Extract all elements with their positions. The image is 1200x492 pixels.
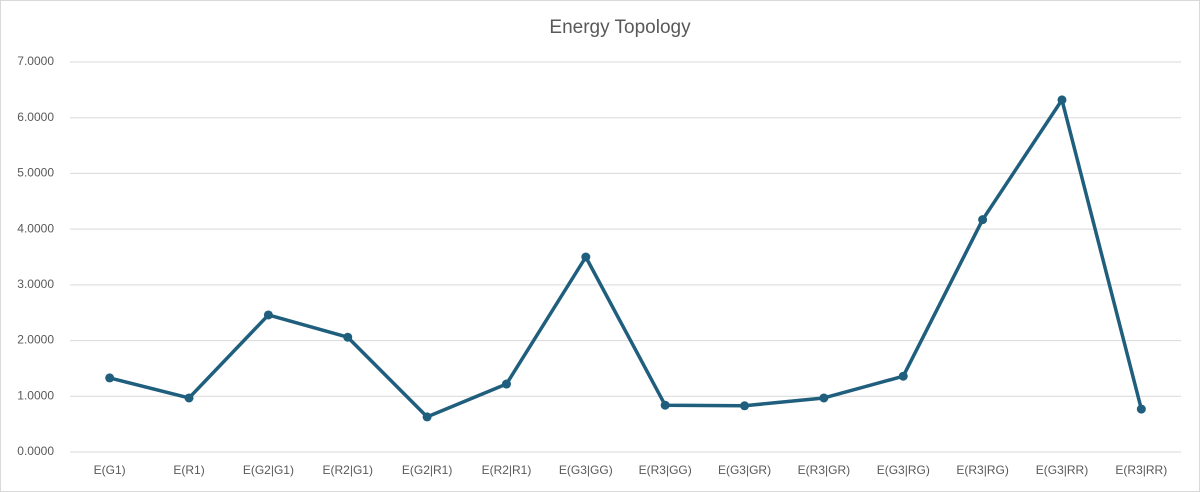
y-tick-label: 3.0000: [17, 277, 54, 291]
y-tick-label: 0.0000: [17, 444, 54, 458]
x-tick-label: E(G3|GR): [718, 463, 771, 477]
marker: [1136, 404, 1146, 414]
x-tick-label: E(G3|RG): [877, 463, 930, 477]
x-tick-label: E(R2|R1): [482, 463, 532, 477]
x-tick-label: E(G3|GG): [559, 463, 613, 477]
y-tick-label: 5.0000: [17, 166, 54, 180]
x-tick-label: E(R3|RR): [1115, 463, 1167, 477]
x-tick-label: E(R3|GR): [798, 463, 850, 477]
y-tick-label: 4.0000: [17, 221, 54, 235]
marker: [1057, 95, 1067, 105]
marker: [581, 252, 591, 262]
line: [109, 98, 1144, 419]
marker: [898, 371, 908, 381]
marker: [501, 379, 511, 389]
y-tick-label: 1.0000: [17, 388, 54, 402]
x-tick-label: E(G2|R1): [402, 463, 452, 477]
x-tick-label: E(G3|RR): [1036, 463, 1088, 477]
marker: [740, 401, 750, 411]
marker: [422, 412, 432, 422]
marker: [978, 215, 988, 225]
y-tick-label: 2.0000: [17, 333, 54, 347]
marker: [819, 393, 829, 403]
x-tick-label: E(G1): [94, 463, 126, 477]
x-tick-label: E(R1): [173, 463, 204, 477]
marker: [343, 332, 353, 342]
y-tick-label: 6.0000: [17, 110, 54, 124]
marker: [660, 400, 670, 410]
x-tick-label: E(G2|G1): [243, 463, 294, 477]
x-tick-label: E(R2|G1): [323, 463, 373, 477]
marker: [184, 393, 194, 403]
x-tick-label: E(R3|GG): [639, 463, 692, 477]
marker: [105, 373, 115, 383]
x-tick-label: E(R3|RG): [956, 463, 1008, 477]
y-tick-label: 7.0000: [17, 54, 54, 68]
chart-title: Energy Topology: [549, 17, 691, 38]
marker: [263, 310, 273, 320]
